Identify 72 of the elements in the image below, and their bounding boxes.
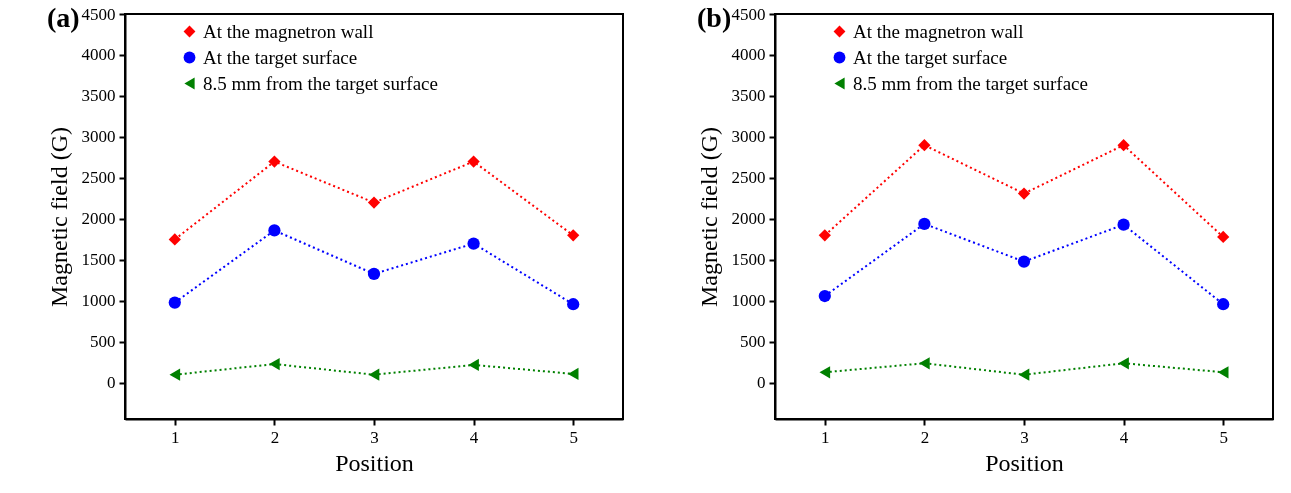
x-tick-label: 5: [569, 427, 578, 447]
y-tick-label: 1000: [731, 291, 766, 311]
y-tick-label: 3500: [81, 86, 116, 106]
x-tick-label: 3: [1020, 427, 1029, 447]
point: [818, 229, 831, 242]
point: [1217, 366, 1229, 379]
x-tick-label: 5: [1219, 427, 1228, 447]
point: [1017, 255, 1031, 268]
point: [1217, 298, 1230, 311]
point: [367, 196, 381, 209]
x-tick-label: 1: [171, 427, 180, 447]
point: [918, 217, 931, 230]
y-tick-label: 1000: [81, 291, 116, 311]
x-tick-label: 4: [469, 427, 479, 447]
x-tick-label: 2: [270, 427, 280, 447]
x-tick-label: 3: [370, 427, 379, 447]
legend-label: At the magnetron wall: [203, 20, 374, 42]
point: [468, 358, 479, 372]
point: [1017, 187, 1031, 200]
y-tick-label: 4000: [81, 45, 116, 65]
y-tick-label: 2500: [731, 168, 766, 188]
point: [467, 155, 480, 168]
point: [1118, 357, 1129, 370]
x-tick-label: 1: [821, 427, 830, 447]
point: [818, 289, 831, 303]
y-tick-label: 4500: [731, 4, 766, 24]
x-tick-label: 2: [920, 427, 930, 447]
point: [268, 155, 281, 168]
y-tick-label: 500: [90, 332, 116, 352]
point: [168, 296, 181, 309]
y-tick-label: 2000: [731, 209, 766, 229]
y-tick-label: 4000: [731, 45, 766, 65]
point: [1117, 218, 1130, 231]
x-axis-title: Position: [335, 449, 414, 476]
y-tick-label: 3000: [81, 127, 116, 147]
y-tick-label: 3000: [731, 127, 766, 147]
point: [169, 368, 181, 381]
chart-title: (a): [47, 2, 80, 33]
y-tick-label: 2500: [81, 168, 116, 188]
point: [919, 357, 930, 370]
y-axis-title: Magnetic field (G): [695, 127, 722, 307]
y-tick-label: 0: [757, 373, 766, 393]
point: [1117, 139, 1130, 152]
point: [368, 368, 380, 381]
x-axis-title: Position: [985, 449, 1064, 476]
y-axis-title: Magnetic field (G): [45, 127, 72, 307]
point: [269, 357, 280, 371]
point: [819, 366, 831, 379]
point: [268, 224, 281, 237]
y-tick-label: 4500: [81, 4, 116, 24]
point: [567, 298, 580, 311]
point: [168, 233, 181, 246]
point: [1018, 368, 1030, 381]
point: [367, 267, 381, 280]
point: [1217, 230, 1230, 244]
y-tick-label: 1500: [81, 250, 116, 270]
legend-label: At the target surface: [853, 46, 1008, 68]
y-tick-label: 3500: [731, 86, 766, 106]
chart-title: (b): [697, 2, 732, 33]
x-tick-label: 4: [1119, 427, 1129, 447]
y-tick-label: 0: [107, 373, 116, 393]
y-tick-label: 500: [740, 332, 766, 352]
y-tick-label: 1500: [731, 250, 766, 270]
point: [467, 237, 480, 250]
legend-label: At the magnetron wall: [853, 20, 1024, 42]
point: [567, 367, 579, 381]
y-tick-label: 2000: [81, 209, 116, 229]
legend-label: At the target surface: [203, 46, 358, 68]
legend-label: 8.5 mm from the target surface: [853, 72, 1088, 94]
legend-label: 8.5 mm from the target surface: [203, 72, 438, 94]
point: [567, 229, 580, 242]
point: [918, 139, 931, 152]
